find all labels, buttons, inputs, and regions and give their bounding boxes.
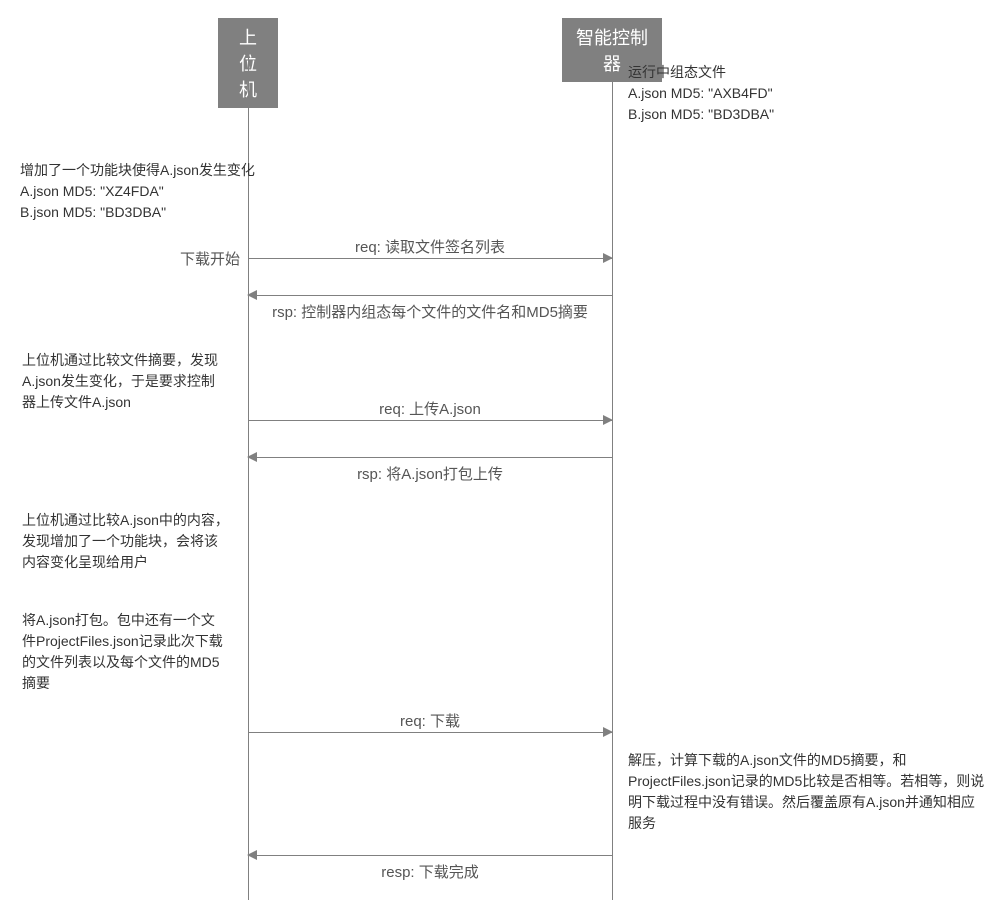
pre-label-download-start: 下载开始: [150, 248, 240, 269]
note-line: B.json MD5: "BD3DBA": [628, 104, 774, 125]
note-line: 摘要: [22, 673, 223, 694]
arrow-head-left-icon: [247, 452, 257, 462]
note-line: 运行中组态文件: [628, 62, 774, 83]
message-m5: req: 下载: [248, 732, 612, 733]
note-line: 上位机通过比较A.json中的内容，: [22, 510, 229, 531]
note-controller-bottom: 解压，计算下载的A.json文件的MD5摘要，和 ProjectFiles.js…: [628, 750, 988, 834]
message-m3: req: 上传A.json: [248, 420, 612, 421]
note-line: 的文件列表以及每个文件的MD5: [22, 652, 223, 673]
note-line: 增加了一个功能块使得A.json发生变化: [20, 160, 255, 181]
note-host-3: 上位机通过比较A.json中的内容， 发现增加了一个功能块，会将该 内容变化呈现…: [22, 510, 229, 573]
note-line: 解压，计算下载的A.json文件的MD5摘要，和: [628, 750, 988, 771]
note-line: 将A.json打包。包中还有一个文: [22, 610, 223, 631]
arrow-head-left-icon: [247, 850, 257, 860]
note-line: A.json发生变化，于是要求控制: [22, 371, 218, 392]
note-line: ProjectFiles.json记录的MD5比较是否相等。若相等，则说: [628, 771, 988, 792]
arrow-head-right-icon: [603, 415, 613, 425]
arrow-line: [248, 457, 612, 458]
arrow-head-left-icon: [247, 290, 257, 300]
note-line: B.json MD5: "BD3DBA": [20, 202, 255, 223]
message-m1-label: req: 读取文件签名列表: [355, 236, 505, 257]
message-m6: resp: 下载完成: [248, 855, 612, 856]
note-line: 发现增加了一个功能块，会将该: [22, 531, 229, 552]
note-line: A.json MD5: "XZ4FDA": [20, 181, 255, 202]
arrow-line: [248, 855, 612, 856]
message-m1: req: 读取文件签名列表: [248, 258, 612, 259]
arrow-line: [248, 258, 612, 259]
message-m6-label: resp: 下载完成: [381, 861, 479, 882]
sequence-diagram: 上位机 智能控制器 运行中组态文件 A.json MD5: "AXB4FD" B…: [0, 0, 1000, 917]
arrow-line: [248, 732, 612, 733]
note-line: 器上传文件A.json: [22, 392, 218, 413]
arrow-head-right-icon: [603, 727, 613, 737]
message-m3-label: req: 上传A.json: [379, 398, 481, 419]
note-line: A.json MD5: "AXB4FD": [628, 83, 774, 104]
message-m2: rsp: 控制器内组态每个文件的文件名和MD5摘要: [248, 295, 612, 296]
note-host-4: 将A.json打包。包中还有一个文 件ProjectFiles.json记录此次…: [22, 610, 223, 694]
note-host-1: 增加了一个功能块使得A.json发生变化 A.json MD5: "XZ4FDA…: [20, 160, 255, 223]
message-m4: rsp: 将A.json打包上传: [248, 457, 612, 458]
lifeline-controller: [612, 55, 613, 900]
note-controller-top: 运行中组态文件 A.json MD5: "AXB4FD" B.json MD5:…: [628, 62, 774, 125]
message-m2-label: rsp: 控制器内组态每个文件的文件名和MD5摘要: [272, 301, 588, 322]
message-m4-label: rsp: 将A.json打包上传: [357, 463, 503, 484]
note-line: 上位机通过比较文件摘要，发现: [22, 350, 218, 371]
message-m5-label: req: 下载: [400, 710, 460, 731]
note-line: 明下载过程中没有错误。然后覆盖原有A.json并通知相应: [628, 792, 988, 813]
note-line: 内容变化呈现给用户: [22, 552, 229, 573]
note-host-2: 上位机通过比较文件摘要，发现 A.json发生变化，于是要求控制 器上传文件A.…: [22, 350, 218, 413]
arrow-head-right-icon: [603, 253, 613, 263]
arrow-line: [248, 420, 612, 421]
arrow-line: [248, 295, 612, 296]
note-line: 服务: [628, 813, 988, 834]
note-line: 件ProjectFiles.json记录此次下载: [22, 631, 223, 652]
